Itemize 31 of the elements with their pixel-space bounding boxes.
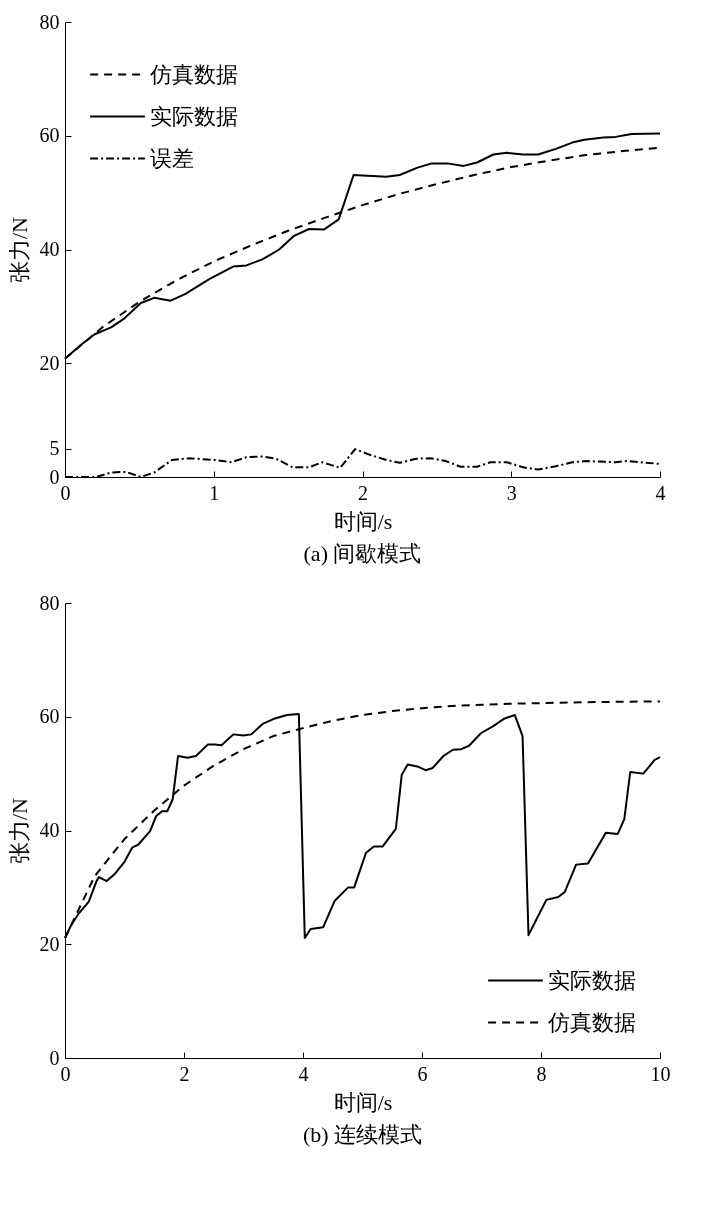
y-tick-label: 40	[39, 819, 60, 841]
x-tick-label: 2	[179, 1062, 190, 1085]
x-tick-label: 2	[358, 481, 368, 504]
y-tick-label: 0	[49, 1046, 60, 1069]
y-axis-title: 张力/N	[6, 216, 32, 283]
legend-label: 实际数据	[150, 103, 238, 129]
y-tick-label: 40	[39, 238, 60, 260]
x-tick-label: 10	[650, 1062, 671, 1085]
x-tick-label: 1	[209, 481, 220, 504]
y-tick-label: 80	[39, 591, 60, 614]
x-tick-label: 6	[417, 1062, 428, 1085]
y-tick-label: 0	[49, 465, 60, 488]
y-tick-label: 60	[39, 124, 60, 147]
text: (a) 间歇模式	[303, 541, 422, 566]
text: (b) 连续模式	[302, 1122, 423, 1147]
legend-label: 仿真数据	[149, 61, 238, 87]
y-tick-label: 20	[39, 932, 60, 955]
x-tick-label: 3	[506, 481, 517, 504]
x-tick-label: 4	[655, 481, 666, 504]
x-axis-title: 时间/s	[333, 508, 393, 534]
y-axis-title: 张力/N	[6, 797, 32, 864]
legend-label: 实际数据	[548, 967, 636, 993]
legend-label: 误差	[150, 145, 194, 171]
legend-label: 仿真数据	[547, 1009, 636, 1035]
y-tick-label: 80	[39, 10, 60, 33]
x-axis-title: 时间/s	[333, 1089, 393, 1115]
x-tick-label: 4	[298, 1062, 309, 1085]
x-tick-label: 8	[536, 1062, 547, 1085]
y-tick-label: 20	[39, 351, 60, 374]
y-tick-label: 60	[39, 705, 60, 728]
y-tick-label: 5	[49, 437, 60, 460]
